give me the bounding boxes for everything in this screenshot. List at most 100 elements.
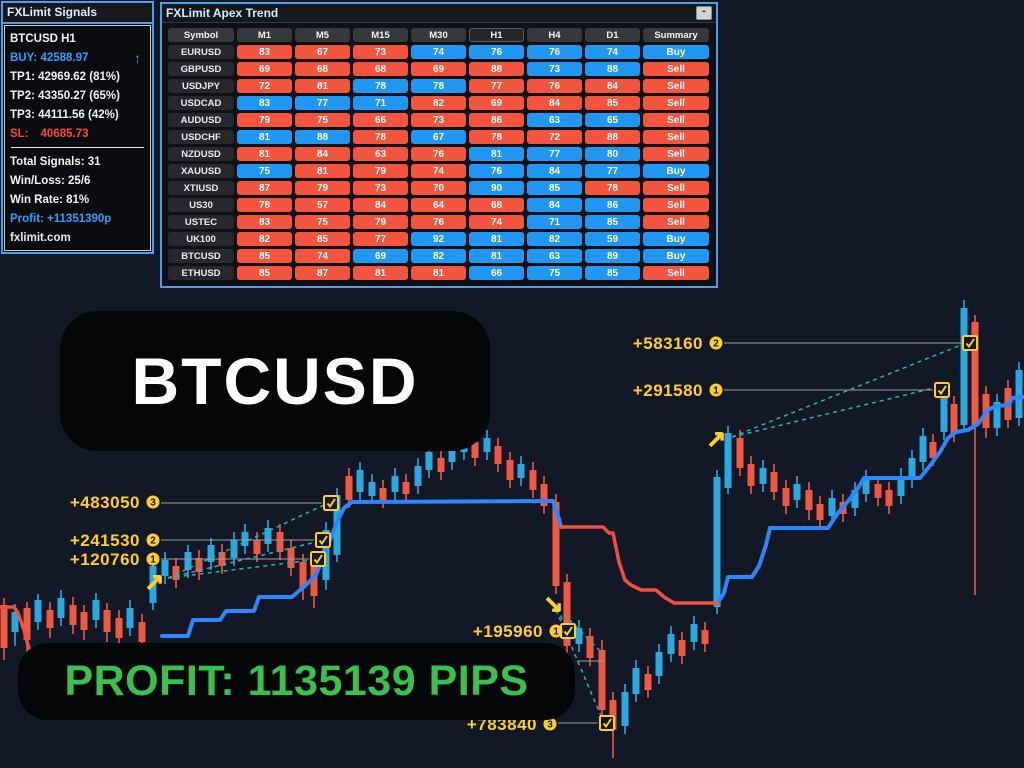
symbol-cell-ustec[interactable]: USTEC [168, 215, 234, 229]
pips-gain-label: +483050 [70, 493, 140, 512]
take-profit-row: TP3: 44111.56 (42%) [10, 108, 119, 121]
column-header-summary: Summary [643, 28, 709, 42]
trailing-stop-line-3 [717, 395, 1024, 603]
pips-gain-label: +583160 [633, 334, 703, 353]
profit-banner: PROFIT: 1135139 PIPS [18, 643, 575, 720]
symbol-cell-xtiusd[interactable]: XTIUSD [168, 181, 234, 195]
summary-cell-audusd[interactable]: Sell [643, 113, 709, 127]
target-number-badge [543, 717, 557, 731]
trend-strength-cell: 72 [527, 130, 582, 144]
column-header-d1: D1 [585, 28, 640, 42]
symbol-cell-eurusd[interactable]: EURUSD [168, 45, 234, 59]
trend-strength-cell: 66 [469, 266, 524, 280]
trend-strength-cell: 78 [411, 79, 466, 93]
column-header-symbol: Symbol [168, 28, 234, 42]
trend-strength-cell: 68 [353, 62, 408, 76]
symbol-cell-usdjpy[interactable]: USDJPY [168, 79, 234, 93]
symbol-cell-usdchf[interactable]: USDCHF [168, 130, 234, 144]
trend-strength-cell: 85 [237, 266, 292, 280]
trend-strength-cell: 69 [469, 96, 524, 110]
trend-strength-cell: 84 [527, 198, 582, 212]
trend-strength-cell: 78 [353, 130, 408, 144]
symbol-cell-xauusd[interactable]: XAUUSD [168, 164, 234, 178]
trend-strength-cell: 85 [237, 249, 292, 263]
symbol-cell-audusd[interactable]: AUDUSD [168, 113, 234, 127]
candlesticks [0, 300, 1023, 758]
trend-strength-cell: 79 [237, 113, 292, 127]
summary-cell-uk100[interactable]: Buy [643, 232, 709, 246]
symbol-cell-usdcad[interactable]: USDCAD [168, 96, 234, 110]
trend-strength-cell: 59 [585, 232, 640, 246]
trend-strength-cell: 68 [295, 62, 350, 76]
symbol-cell-ethusd[interactable]: ETHUSD [168, 266, 234, 280]
profit-row: Profit: +11351390p [10, 212, 112, 225]
pips-gain-label: +195960 [473, 622, 543, 641]
summary-cell-us30[interactable]: Sell [643, 198, 709, 212]
summary-cell-gbpusd[interactable]: Sell [643, 62, 709, 76]
target-number-badge [709, 336, 723, 350]
trend-strength-cell: 80 [585, 147, 640, 161]
symbol-cell-btcusd[interactable]: BTCUSD [168, 249, 234, 263]
target-hit-marker: 1 +195960 [473, 622, 576, 641]
target-number-badge [146, 552, 160, 566]
target-number-badge [146, 533, 160, 547]
trend-strength-cell: 71 [527, 215, 582, 229]
summary-cell-ethusd[interactable]: Sell [643, 266, 709, 280]
trend-strength-cell: 74 [295, 249, 350, 263]
summary-cell-usdcad[interactable]: Sell [643, 96, 709, 110]
trend-strength-cell: 73 [353, 181, 408, 195]
symbol-cell-gbpusd[interactable]: GBPUSD [168, 62, 234, 76]
trend-strength-cell: 68 [469, 198, 524, 212]
trend-strength-cell: 63 [527, 113, 582, 127]
trend-strength-cell: 79 [295, 181, 350, 195]
trend-strength-cell: 67 [295, 45, 350, 59]
summary-cell-ustec[interactable]: Sell [643, 215, 709, 229]
trend-strength-cell: 87 [237, 181, 292, 195]
trend-strength-cell: 84 [527, 164, 582, 178]
summary-cell-btcusd[interactable]: Buy [643, 249, 709, 263]
svg-text:1: 1 [553, 627, 559, 638]
signals-panel-titlebar[interactable]: FXLimit Signals [3, 3, 152, 24]
divider [11, 147, 144, 148]
trend-strength-cell: 77 [585, 164, 640, 178]
buy-direction-arrow-icon: ↑ [134, 49, 141, 66]
target-hit-marker: 1 +291580 [633, 381, 950, 400]
website-link[interactable]: fxlimit.com [10, 231, 71, 244]
trend-strength-cell: 74 [469, 215, 524, 229]
stats-rows: Total Signals: 31 Win/Loss: 25/6 Win Rate:… [10, 152, 145, 209]
summary-cell-xauusd[interactable]: Buy [643, 164, 709, 178]
symbol-cell-nzdusd[interactable]: NZDUSD [168, 147, 234, 161]
trend-strength-cell: 81 [469, 232, 524, 246]
trend-strength-cell: 67 [411, 130, 466, 144]
apex-panel-titlebar[interactable]: FXLimit Apex Trend - [162, 4, 716, 23]
trend-strength-cell: 76 [527, 79, 582, 93]
summary-cell-usdjpy[interactable]: Sell [643, 79, 709, 93]
symbol-cell-us30[interactable]: US30 [168, 198, 234, 212]
pips-gain-label: +291580 [633, 381, 703, 400]
trend-strength-cell: 83 [237, 45, 292, 59]
summary-cell-usdchf[interactable]: Sell [643, 130, 709, 144]
trend-strength-cell: 81 [411, 266, 466, 280]
stat-row: Win Rate: 81% [10, 193, 90, 206]
trend-strength-cell: 78 [469, 130, 524, 144]
trend-strength-cell: 75 [295, 113, 350, 127]
trend-strength-cell: 85 [585, 215, 640, 229]
trend-strength-cell: 69 [353, 249, 408, 263]
symbol-cell-uk100[interactable]: UK100 [168, 232, 234, 246]
entry-arrow-icon: ↘ [543, 591, 563, 619]
pips-gain-label: +120760 [70, 550, 140, 569]
minimize-button[interactable]: - [696, 6, 712, 20]
summary-cell-eurusd[interactable]: Buy [643, 45, 709, 59]
summary-cell-nzdusd[interactable]: Sell [643, 147, 709, 161]
summary-cell-xtiusd[interactable]: Sell [643, 181, 709, 195]
trend-strength-cell: 88 [585, 62, 640, 76]
trend-strength-cell: 75 [237, 164, 292, 178]
trend-strength-cell: 86 [585, 198, 640, 212]
stat-row: Win/Loss: 25/6 [10, 174, 91, 187]
trend-strength-cell: 84 [353, 198, 408, 212]
instrument-label-overlay: BTCUSD [60, 311, 490, 451]
column-header-m1: M1 [237, 28, 292, 42]
trend-strength-cell: 63 [353, 147, 408, 161]
